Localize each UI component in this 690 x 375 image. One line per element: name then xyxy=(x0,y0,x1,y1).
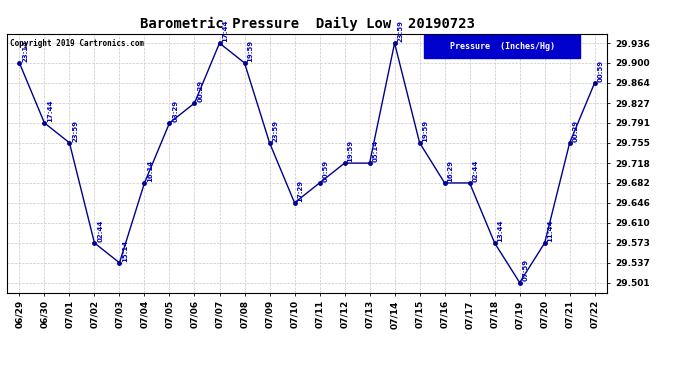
Text: 00:59: 00:59 xyxy=(598,60,604,82)
Text: 19:59: 19:59 xyxy=(348,140,353,162)
Text: 00:29: 00:29 xyxy=(197,80,204,102)
Text: 13:44: 13:44 xyxy=(497,219,504,242)
Text: 05:14: 05:14 xyxy=(373,140,379,162)
Text: 23:59: 23:59 xyxy=(397,20,404,42)
Text: 23:59: 23:59 xyxy=(273,120,279,142)
Text: 02:44: 02:44 xyxy=(473,159,479,182)
Text: 23:14: 23:14 xyxy=(22,40,28,62)
Text: 17:29: 17:29 xyxy=(297,180,304,202)
Text: 19:59: 19:59 xyxy=(248,40,253,62)
Text: 15:14: 15:14 xyxy=(122,239,128,262)
Text: 17:44: 17:44 xyxy=(48,99,53,122)
Title: Barometric Pressure  Daily Low  20190723: Barometric Pressure Daily Low 20190723 xyxy=(139,17,475,31)
Text: 23:59: 23:59 xyxy=(72,120,79,142)
Text: 19:59: 19:59 xyxy=(422,120,428,142)
Text: 00:59: 00:59 xyxy=(322,160,328,182)
Text: 16:14: 16:14 xyxy=(148,160,153,182)
Text: 16:29: 16:29 xyxy=(448,160,453,182)
FancyBboxPatch shape xyxy=(424,35,580,58)
Text: Copyright 2019 Cartronics.com: Copyright 2019 Cartronics.com xyxy=(10,39,144,48)
Text: 17:44: 17:44 xyxy=(222,20,228,42)
Text: 07:59: 07:59 xyxy=(522,260,529,282)
Text: 02:44: 02:44 xyxy=(97,219,104,242)
Text: Pressure  (Inches/Hg): Pressure (Inches/Hg) xyxy=(450,42,555,51)
Text: 03:29: 03:29 xyxy=(172,100,179,122)
Text: 00:29: 00:29 xyxy=(573,120,579,142)
Text: 11:44: 11:44 xyxy=(548,219,553,242)
